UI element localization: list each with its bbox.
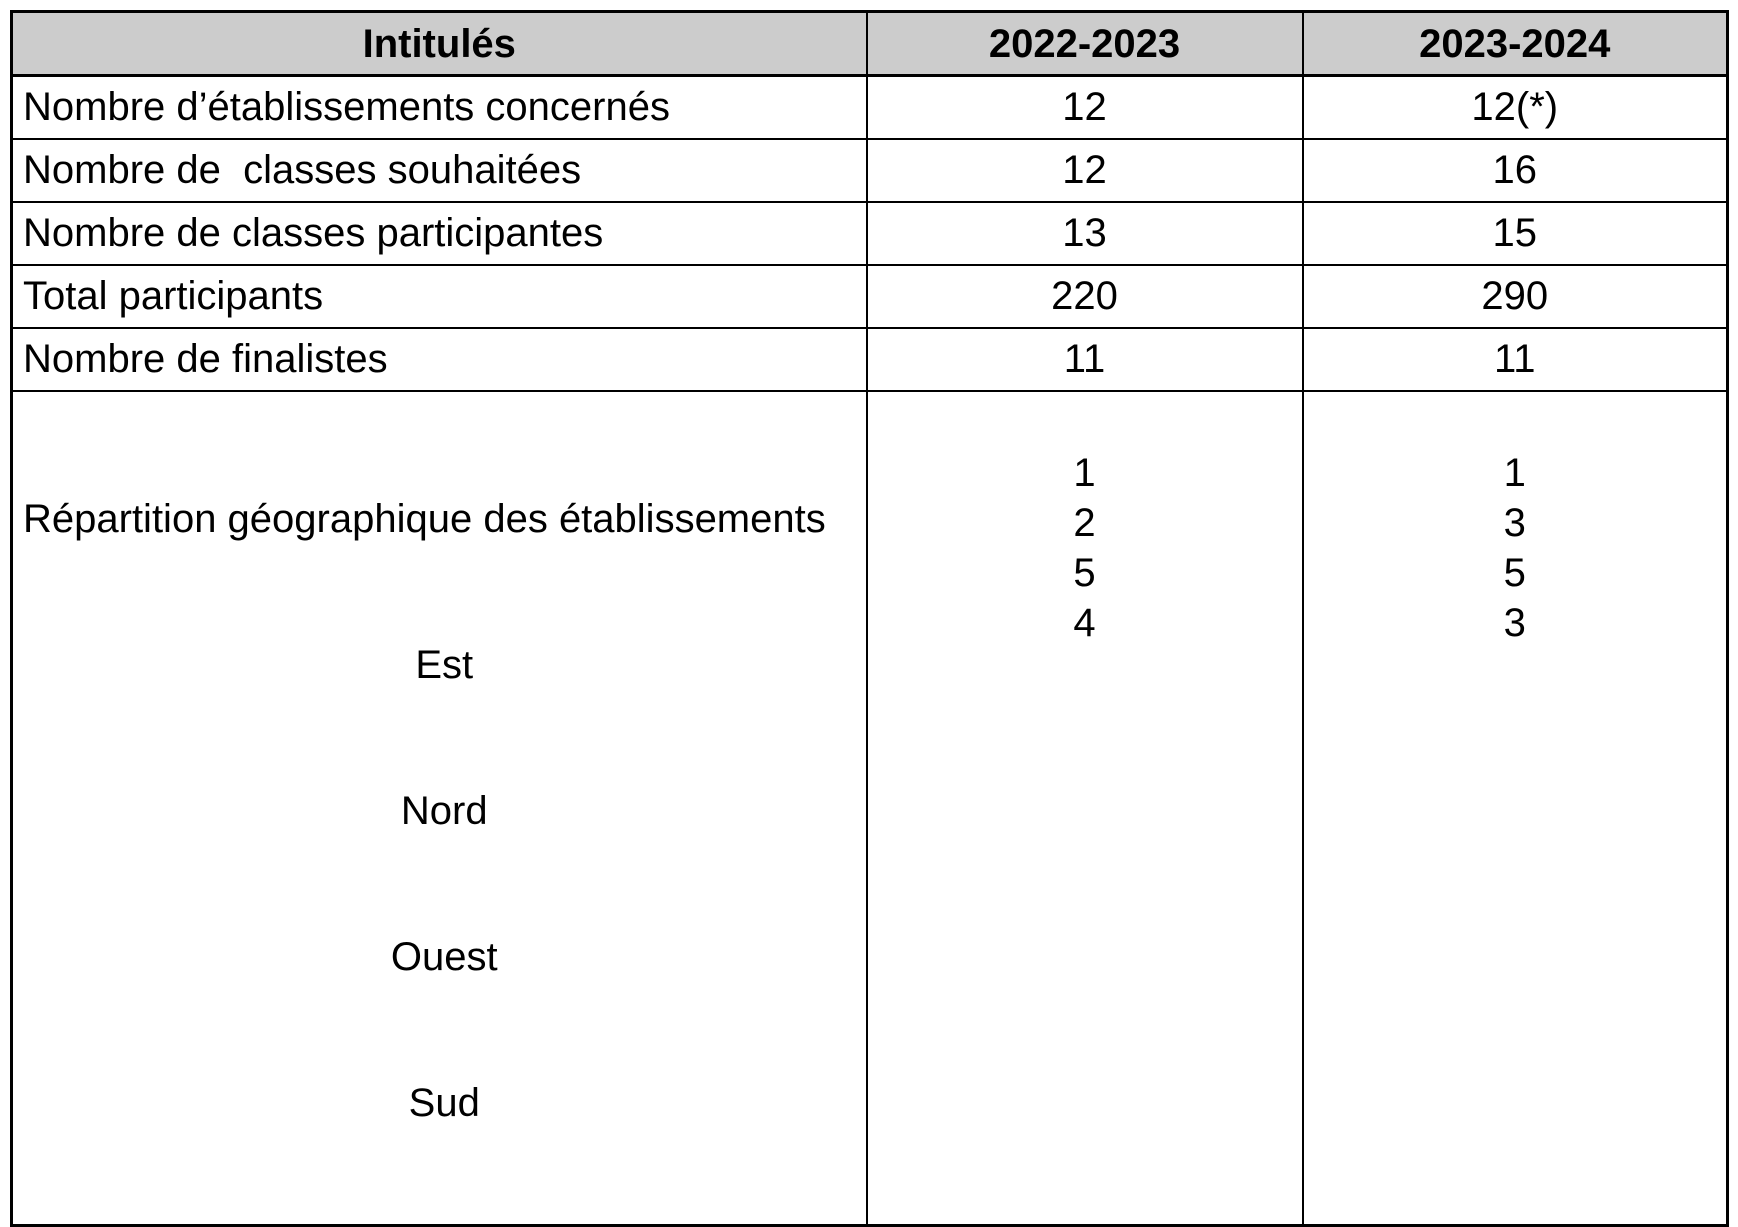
value-etablissements-2022-2023: 12 <box>867 76 1303 139</box>
geo-values-2022-2023-cell: 1 2 5 4 <box>867 391 1303 1226</box>
geo-values-2023-2024-cell: 1 3 5 3 <box>1303 391 1728 1226</box>
table-header-row: Intitulés 2022-2023 2023-2024 <box>12 12 1728 76</box>
geo-spacer <box>1304 398 1727 448</box>
geo-value-sud-2022-2023: 4 <box>868 598 1302 648</box>
value-etablissements-2023-2024: 12(*) <box>1303 76 1728 139</box>
value-finalistes-2022-2023: 11 <box>867 328 1303 391</box>
value-classes-souhaitees-2022-2023: 12 <box>867 139 1303 202</box>
value-finalistes-2023-2024: 11 <box>1303 328 1728 391</box>
value-total-participants-2023-2024: 290 <box>1303 265 1728 328</box>
table-row: Nombre de classes participantes 13 15 <box>12 202 1728 265</box>
header-cell-intitules: Intitulés <box>12 12 867 76</box>
header-cell-year-2022-2023: 2022-2023 <box>867 12 1303 76</box>
geo-value-est-2023-2024: 1 <box>1304 448 1727 498</box>
geo-region-est-label: Est <box>23 640 866 690</box>
geo-value-nord-2022-2023: 2 <box>868 498 1302 548</box>
geo-distribution-title: Répartition géographique des établisseme… <box>23 494 866 544</box>
row-label-classes-souhaitees: Nombre de classes souhaitées <box>12 139 867 202</box>
value-classes-participantes-2022-2023: 13 <box>867 202 1303 265</box>
geo-value-nord-2023-2024: 3 <box>1304 498 1727 548</box>
document-page: Intitulés 2022-2023 2023-2024 Nombre d’é… <box>0 0 1738 666</box>
geo-region-ouest-label: Ouest <box>23 932 866 982</box>
geo-spacer <box>868 398 1302 448</box>
geo-region-nord-label: Nord <box>23 786 866 836</box>
participation-stats-table: Intitulés 2022-2023 2023-2024 Nombre d’é… <box>10 10 1729 1227</box>
row-label-total-participants: Total participants <box>12 265 867 328</box>
geo-value-sud-2023-2024: 3 <box>1304 598 1727 648</box>
value-total-participants-2022-2023: 220 <box>867 265 1303 328</box>
geo-value-est-2022-2023: 1 <box>868 448 1302 498</box>
table-row-geo-distribution: Répartition géographique des établisseme… <box>12 391 1728 1226</box>
geo-region-sud-label: Sud <box>23 1078 866 1128</box>
row-label-finalistes: Nombre de finalistes <box>12 328 867 391</box>
geo-labels-cell: Répartition géographique des établisseme… <box>12 391 867 1226</box>
value-classes-participantes-2023-2024: 15 <box>1303 202 1728 265</box>
row-label-etablissements-concernes: Nombre d’établissements concernés <box>12 76 867 139</box>
table-row: Total participants 220 290 <box>12 265 1728 328</box>
geo-value-ouest-2022-2023: 5 <box>868 548 1302 598</box>
header-cell-year-2023-2024: 2023-2024 <box>1303 12 1728 76</box>
row-label-classes-participantes: Nombre de classes participantes <box>12 202 867 265</box>
geo-value-ouest-2023-2024: 5 <box>1304 548 1727 598</box>
value-classes-souhaitees-2023-2024: 16 <box>1303 139 1728 202</box>
table-row: Nombre d’établissements concernés 12 12(… <box>12 76 1728 139</box>
table-row: Nombre de finalistes 11 11 <box>12 328 1728 391</box>
table-row: Nombre de classes souhaitées 12 16 <box>12 139 1728 202</box>
